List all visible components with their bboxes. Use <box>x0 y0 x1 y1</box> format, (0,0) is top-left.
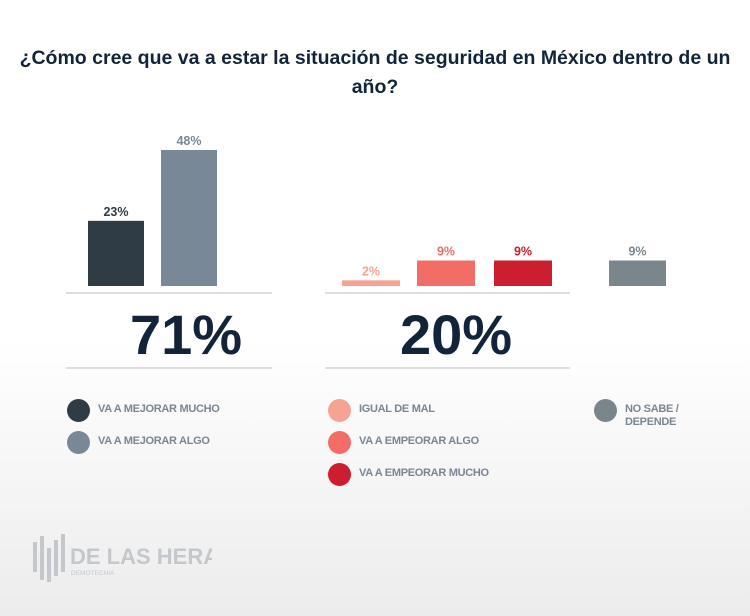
legend-item: VA A MEJORAR ALGO <box>67 431 210 454</box>
legend-swatch <box>328 463 351 486</box>
legend-label: VA A MEJORAR MUCHO <box>98 403 220 415</box>
group-total-worsen: 20% <box>400 303 512 366</box>
legend-swatch <box>328 399 351 422</box>
legend-label: VA A EMPEORAR ALGO <box>359 435 479 447</box>
logo-mark-icon: DE LAS HERAS DEMOTECNIA <box>33 534 234 582</box>
data-label: 9% <box>628 245 646 259</box>
bar <box>88 220 144 286</box>
legend-item: VA A MEJORAR MUCHO <box>67 399 220 422</box>
legend-swatch <box>67 431 90 454</box>
data-label: 9% <box>514 245 532 259</box>
legend-label: VA A EMPEORAR MUCHO <box>359 467 489 479</box>
legend-swatch <box>328 431 351 454</box>
data-label: 9% <box>437 245 455 259</box>
legend-swatch <box>67 399 90 422</box>
legend-label: NO SABE / DEPENDE <box>625 403 679 428</box>
bar <box>417 260 475 286</box>
legend-item: VA A EMPEORAR MUCHO <box>328 463 489 486</box>
legend-label: VA A MEJORAR ALGO <box>98 435 210 447</box>
data-label: 2% <box>362 264 380 278</box>
group-total-improve: 71% <box>130 303 242 366</box>
svg-text:DE LAS HERAS: DE LAS HERAS <box>70 544 212 569</box>
legend-item: VA A EMPEORAR ALGO <box>328 431 479 454</box>
legend-item: IGUAL DE MAL <box>328 399 435 422</box>
legend-item: NO SABE / DEPENDE <box>594 399 679 429</box>
bar <box>494 260 552 286</box>
legend-label: IGUAL DE MAL <box>359 403 435 415</box>
bar <box>161 150 217 286</box>
data-label: 23% <box>103 205 128 219</box>
chart-title: ¿Cómo cree que va a estar la situación d… <box>19 47 731 98</box>
bar <box>342 280 400 286</box>
logo: DE LAS HERAS DEMOTECNIA <box>32 530 234 590</box>
bar <box>609 260 666 286</box>
data-label: 48% <box>176 134 201 148</box>
legend-swatch <box>594 399 617 422</box>
svg-text:DEMOTECNIA: DEMOTECNIA <box>71 570 115 577</box>
